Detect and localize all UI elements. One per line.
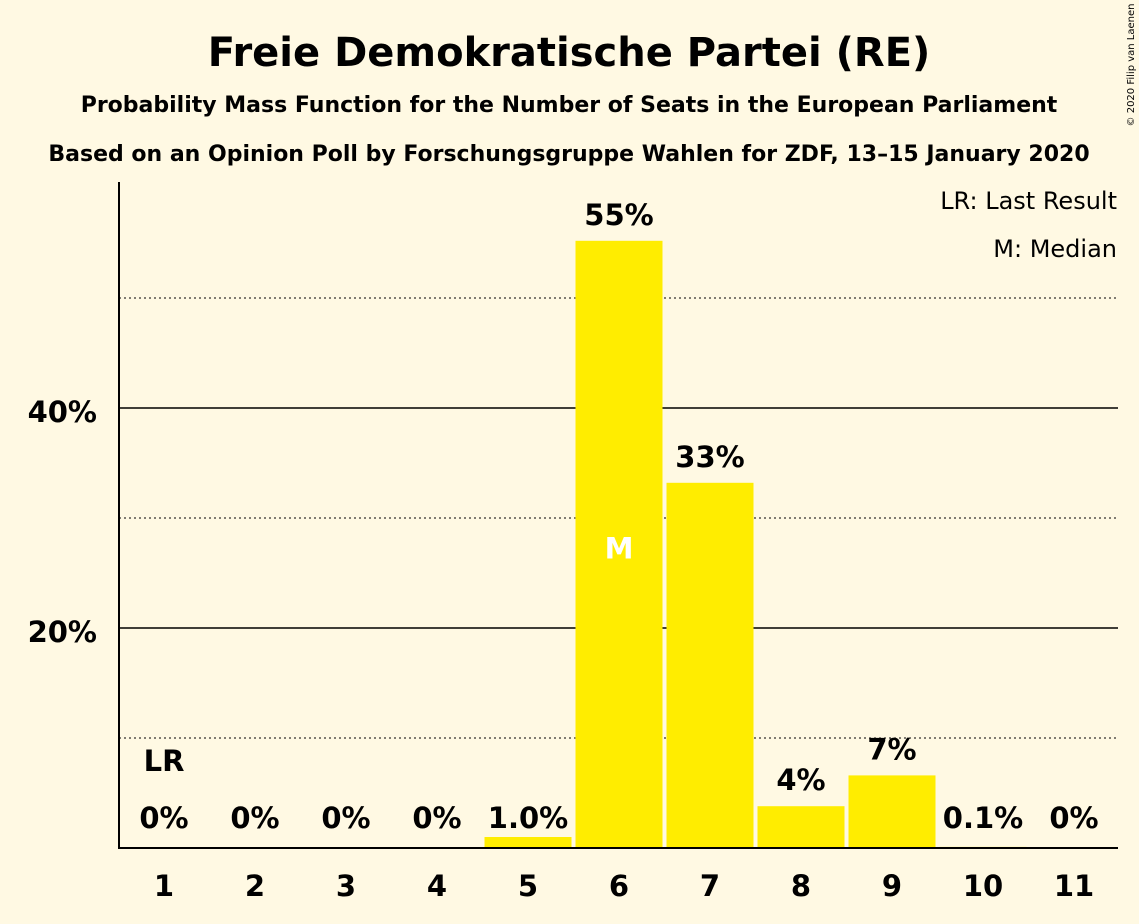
x-tick-label: 5 [518,869,538,903]
data-label-11: 0% [1049,801,1098,835]
bar-7 [666,482,754,848]
x-tick-label: 11 [1054,869,1094,903]
data-label-9: 7% [867,732,916,766]
data-label-6: 55% [584,198,653,232]
data-label-5: 1.0% [488,801,568,835]
x-tick-label: 3 [336,869,356,903]
value-labels: 0% LR 0% 0% 0% 1.0% 55% M 33% 4% 7% 0.1% 0% [139,198,1098,835]
y-tick-label: 20% [28,615,97,649]
y-tick-labels: 20% 40% [28,395,97,649]
x-tick-label: 7 [700,869,720,903]
last-result-marker: LR [144,744,185,778]
median-marker: M [605,531,634,565]
legend-median: M: Median [993,235,1117,263]
data-label-2: 0% [230,801,279,835]
copyright-notice: © 2020 Filip van Laenen [1126,4,1137,127]
data-label-1: 0% [139,801,188,835]
chart-title: Freie Demokratische Partei (RE) [208,30,931,76]
data-label-3: 0% [321,801,370,835]
data-label-8: 4% [776,763,825,797]
data-label-4: 0% [412,801,461,835]
x-tick-label: 9 [882,869,902,903]
x-tick-label: 2 [245,869,265,903]
bar-9 [848,775,936,848]
chart-source: Based on an Opinion Poll by Forschungsgr… [48,142,1089,167]
x-tick-label: 1 [154,869,174,903]
x-tick-label: 6 [609,869,629,903]
x-tick-label: 10 [963,869,1003,903]
bar-6 [575,240,663,849]
x-tick-label: 4 [427,869,447,903]
bars [484,240,1027,849]
legend-last-result: LR: Last Result [940,187,1117,215]
x-tick-labels: 1 2 3 4 5 6 7 8 9 10 11 [154,869,1094,903]
data-label-10: 0.1% [943,801,1023,835]
data-label-7: 33% [675,440,744,474]
bar-8 [757,806,845,848]
y-tick-label: 40% [28,395,97,429]
bar-5 [484,837,572,848]
chart-subtitle: Probability Mass Function for the Number… [81,93,1058,118]
x-tick-label: 8 [791,869,811,903]
